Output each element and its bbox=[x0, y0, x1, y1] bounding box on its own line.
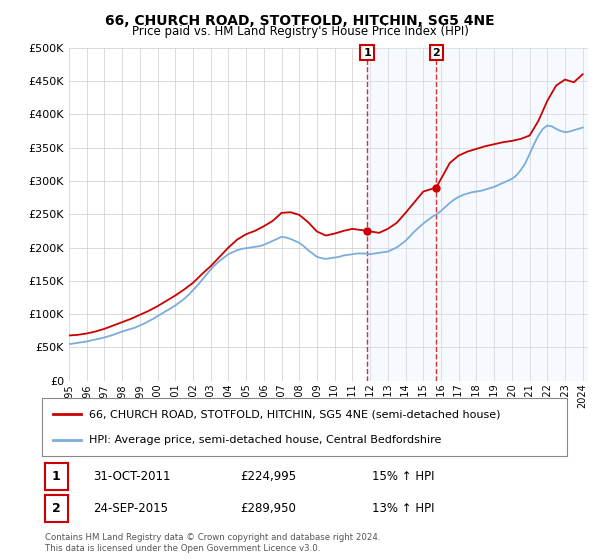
Text: 31-OCT-2011: 31-OCT-2011 bbox=[93, 470, 170, 483]
Bar bbox=[367, 48, 588, 381]
Text: 2: 2 bbox=[433, 48, 440, 58]
Text: £224,995: £224,995 bbox=[240, 470, 296, 483]
Text: 15% ↑ HPI: 15% ↑ HPI bbox=[372, 470, 434, 483]
Text: 2: 2 bbox=[52, 502, 61, 515]
Text: 13% ↑ HPI: 13% ↑ HPI bbox=[372, 502, 434, 515]
Text: 1: 1 bbox=[52, 470, 61, 483]
Text: 66, CHURCH ROAD, STOTFOLD, HITCHIN, SG5 4NE: 66, CHURCH ROAD, STOTFOLD, HITCHIN, SG5 … bbox=[105, 14, 495, 28]
Text: HPI: Average price, semi-detached house, Central Bedfordshire: HPI: Average price, semi-detached house,… bbox=[89, 435, 442, 445]
Text: 66, CHURCH ROAD, STOTFOLD, HITCHIN, SG5 4NE (semi-detached house): 66, CHURCH ROAD, STOTFOLD, HITCHIN, SG5 … bbox=[89, 409, 501, 419]
Text: 1: 1 bbox=[363, 48, 371, 58]
Text: Price paid vs. HM Land Registry's House Price Index (HPI): Price paid vs. HM Land Registry's House … bbox=[131, 25, 469, 38]
Text: £289,950: £289,950 bbox=[240, 502, 296, 515]
Text: Contains HM Land Registry data © Crown copyright and database right 2024.
This d: Contains HM Land Registry data © Crown c… bbox=[45, 533, 380, 553]
Text: 24-SEP-2015: 24-SEP-2015 bbox=[93, 502, 168, 515]
